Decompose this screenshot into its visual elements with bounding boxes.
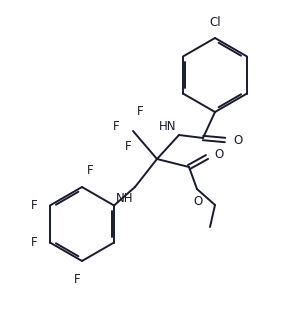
Text: F: F (137, 105, 144, 118)
Text: O: O (233, 133, 242, 146)
Text: F: F (74, 273, 80, 286)
Text: F: F (87, 164, 94, 177)
Text: HN: HN (158, 120, 176, 133)
Text: F: F (113, 120, 120, 133)
Text: F: F (31, 199, 38, 212)
Text: NH: NH (115, 192, 133, 205)
Text: F: F (31, 236, 38, 249)
Text: Cl: Cl (209, 16, 221, 29)
Text: O: O (214, 148, 223, 161)
Text: F: F (125, 140, 131, 153)
Text: O: O (193, 195, 203, 208)
